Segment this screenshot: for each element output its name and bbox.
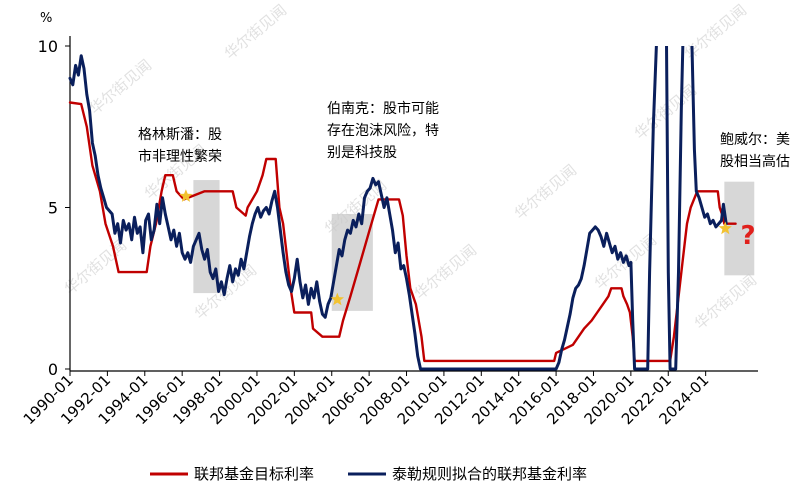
shaded-region <box>724 181 755 276</box>
target-rate-line <box>68 101 737 363</box>
y-tick-label: 5 <box>48 199 58 218</box>
y-unit-label: % <box>40 11 52 26</box>
watermark-text: 华尔街见闻 <box>411 241 480 303</box>
annotation-text: 股相当高估 <box>720 153 790 170</box>
watermark-text: 华尔街见闻 <box>221 1 290 63</box>
question-mark: ? <box>740 221 755 251</box>
annotation-text: 鲍威尔：美 <box>720 132 790 148</box>
legend: 联邦基金目标利率 泰勒规则拟合的联邦基金利率 <box>150 465 587 483</box>
annotation-text: 市非理性繁荣 <box>138 148 222 165</box>
y-tick-label: 0 <box>48 360 58 379</box>
watermark-text: 华尔街见闻 <box>86 56 155 118</box>
annotation-text: 别是科技股 <box>327 145 397 161</box>
annotation-text: 存在泡沫风险，特 <box>327 123 439 139</box>
watermark-text: 华尔街见闻 <box>511 161 580 223</box>
taylor-rule-line <box>68 46 728 371</box>
watermark-text: 华尔街见闻 <box>691 271 760 333</box>
star-marker <box>179 189 193 202</box>
annotation-text: 格林斯潘：股 <box>138 127 222 143</box>
star-marker <box>718 221 732 235</box>
y-tick-label: 10 <box>38 37 58 56</box>
markers: ? <box>179 189 756 306</box>
annotation-text: 伯南克：股市可能 <box>327 100 439 117</box>
series-lines <box>68 46 737 371</box>
legend-label: 联邦基金目标利率 <box>194 465 314 483</box>
legend-label: 泰勒规则拟合的联邦基金利率 <box>392 465 587 483</box>
watermark-text: 华尔街见闻 <box>61 236 130 298</box>
star-marker <box>330 292 344 306</box>
